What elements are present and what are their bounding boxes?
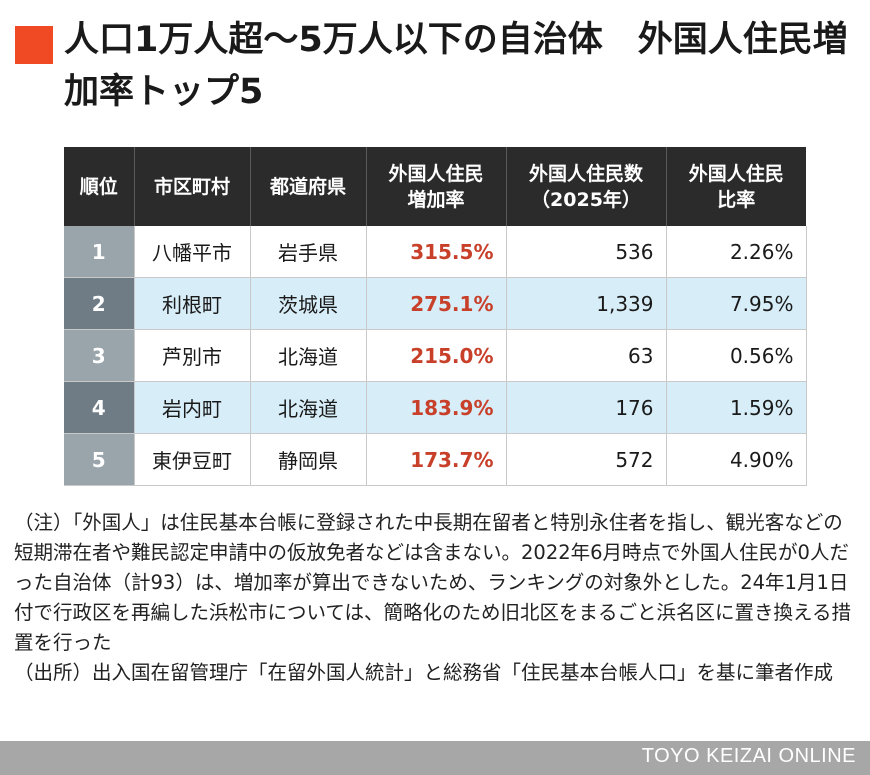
prefecture-cell: 茨城県 [250, 277, 367, 330]
rank-cell: 4 [64, 381, 135, 434]
growth-rate-cell: 315.5% [366, 226, 507, 278]
resident-count-cell: 1,339 [506, 277, 667, 330]
table-row: 4 岩内町 北海道 183.9% 176 1.59% [64, 381, 807, 434]
rank-cell: 3 [64, 329, 135, 382]
rank-cell: 1 [64, 226, 135, 278]
growth-rate-cell: 183.9% [366, 381, 507, 434]
header-prefecture: 都道府県 [250, 147, 367, 226]
footnote: （注）「外国人」は住民基本台帳に登録された中長期在留者と特別永住者を指し、観光客… [14, 508, 859, 688]
note-text: （注）「外国人」は住民基本台帳に登録された中長期在留者と特別永住者を指し、観光客… [14, 511, 851, 654]
table-row: 2 利根町 茨城県 275.1% 1,339 7.95% [64, 277, 807, 330]
table-header-row: 順位 市区町村 都道府県 外国人住民 増加率 外国人住民数 （2025年） 外国… [64, 147, 806, 226]
header-city: 市区町村 [134, 147, 251, 226]
prefecture-cell: 岩手県 [250, 226, 367, 278]
city-cell: 岩内町 [134, 381, 251, 434]
resident-count-cell: 536 [506, 226, 667, 278]
city-cell: 芦別市 [134, 329, 251, 382]
prefecture-cell: 北海道 [250, 329, 367, 382]
city-cell: 八幡平市 [134, 226, 251, 278]
rank-cell: 5 [64, 433, 135, 486]
resident-ratio-cell: 7.95% [666, 277, 807, 330]
chart-title: 人口1万人超〜5万人以下の自治体 外国人住民増加率トップ5 [64, 20, 848, 112]
resident-count-cell: 572 [506, 433, 667, 486]
table-row: 1 八幡平市 岩手県 315.5% 536 2.26% [64, 226, 807, 278]
resident-count-cell: 176 [506, 381, 667, 434]
growth-rate-cell: 275.1% [366, 277, 507, 330]
city-cell: 東伊豆町 [134, 433, 251, 486]
resident-ratio-cell: 1.59% [666, 381, 807, 434]
source-text: （出所）出入国在留管理庁「在留外国人統計」と総務省「住民基本台帳人口」を基に筆者… [14, 661, 834, 684]
header-growth-rate: 外国人住民 増加率 [366, 147, 507, 226]
table-row: 3 芦別市 北海道 215.0% 63 0.56% [64, 329, 807, 382]
rank-cell: 2 [64, 277, 135, 330]
brand-label: TOYO KEIZAI ONLINE [641, 745, 856, 767]
city-cell: 利根町 [134, 277, 251, 330]
table-row: 5 東伊豆町 静岡県 173.7% 572 4.90% [64, 433, 807, 486]
resident-ratio-cell: 0.56% [666, 329, 807, 382]
growth-rate-cell: 215.0% [366, 329, 507, 382]
resident-count-cell: 63 [506, 329, 667, 382]
ranking-table: 順位 市区町村 都道府県 外国人住民 増加率 外国人住民数 （2025年） 外国… [64, 147, 807, 486]
resident-ratio-cell: 4.90% [666, 433, 807, 486]
prefecture-cell: 北海道 [250, 381, 367, 434]
footer-bar: TOYO KEIZAI ONLINE [0, 741, 870, 775]
growth-rate-cell: 173.7% [366, 433, 507, 486]
header-resident-ratio: 外国人住民 比率 [666, 147, 806, 226]
header-rank: 順位 [64, 147, 135, 226]
resident-ratio-cell: 2.26% [666, 226, 807, 278]
prefecture-cell: 静岡県 [250, 433, 367, 486]
header-resident-count: 外国人住民数 （2025年） [506, 147, 667, 226]
title-square-mark [15, 26, 53, 64]
